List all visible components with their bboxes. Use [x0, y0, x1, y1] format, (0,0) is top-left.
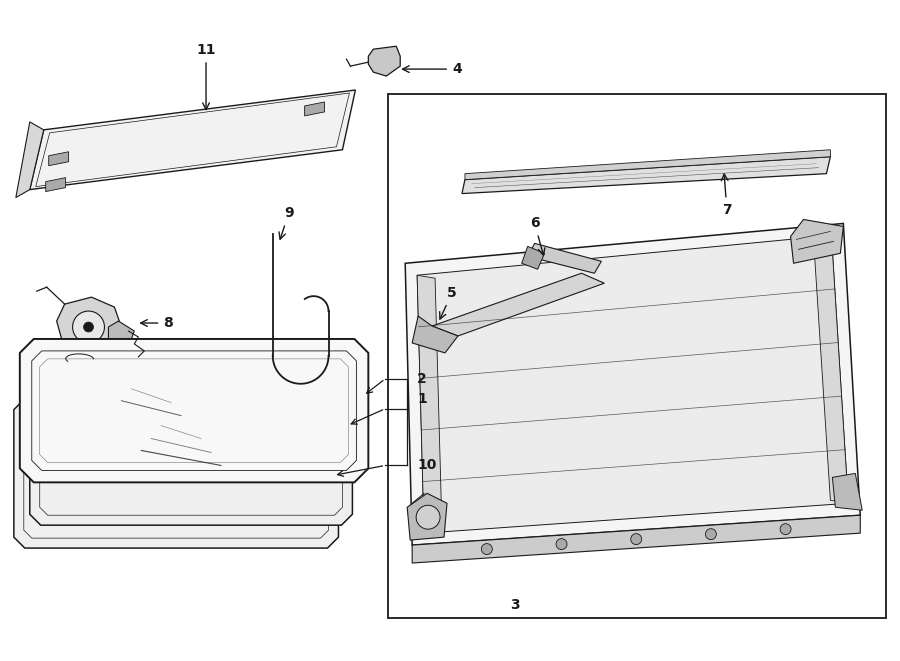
Circle shape [706, 529, 716, 539]
Polygon shape [16, 122, 44, 198]
Circle shape [73, 311, 104, 343]
Polygon shape [30, 379, 353, 525]
Polygon shape [412, 316, 458, 353]
Polygon shape [790, 219, 843, 263]
Text: 11: 11 [196, 43, 216, 110]
Polygon shape [417, 235, 849, 533]
Polygon shape [30, 90, 356, 190]
Circle shape [631, 533, 642, 545]
Text: 8: 8 [140, 316, 173, 330]
Polygon shape [527, 243, 601, 273]
Polygon shape [832, 473, 862, 510]
Polygon shape [522, 247, 544, 269]
Circle shape [84, 322, 94, 332]
Text: 3: 3 [510, 598, 519, 612]
Text: 5: 5 [440, 286, 457, 319]
Polygon shape [304, 102, 325, 116]
Polygon shape [57, 297, 122, 357]
Text: 6: 6 [530, 216, 544, 255]
Circle shape [482, 543, 492, 555]
Text: 9: 9 [279, 206, 293, 239]
Polygon shape [407, 493, 447, 540]
Polygon shape [108, 321, 134, 347]
Polygon shape [20, 339, 368, 483]
Text: 7: 7 [721, 174, 732, 217]
Polygon shape [412, 515, 860, 563]
Text: 1: 1 [417, 392, 427, 406]
Circle shape [416, 505, 440, 529]
Polygon shape [465, 150, 831, 180]
Polygon shape [417, 275, 442, 533]
Polygon shape [432, 273, 604, 336]
Text: 4: 4 [402, 62, 462, 76]
Polygon shape [462, 157, 831, 194]
Polygon shape [405, 223, 860, 545]
Polygon shape [49, 152, 68, 166]
Polygon shape [46, 178, 66, 192]
Polygon shape [814, 235, 849, 503]
Bar [388, 94, 886, 618]
Text: 10: 10 [417, 459, 436, 473]
Circle shape [556, 539, 567, 549]
Circle shape [780, 524, 791, 535]
Text: 2: 2 [417, 371, 427, 386]
Polygon shape [14, 399, 338, 548]
Polygon shape [368, 46, 400, 76]
